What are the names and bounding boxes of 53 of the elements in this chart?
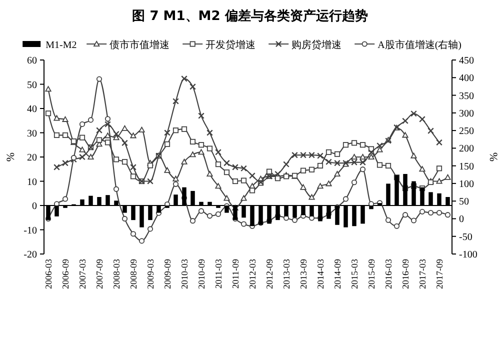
y-tick-label: 20 (27, 152, 37, 164)
x-tick-label: 2016-03 (383, 258, 394, 289)
x-tick-label: 2008-03 (111, 258, 122, 289)
y-tick-label: -20 (24, 250, 37, 260)
x-tick-label: 2014-09 (332, 258, 342, 289)
legend-label: 购房贷增速 (292, 39, 342, 51)
x-tick-label: 2011-03 (213, 258, 224, 289)
y2-tick-label: 300 (459, 108, 474, 120)
x-tick-label: 2015-09 (366, 258, 376, 289)
y2-tick-label: 150 (459, 161, 474, 172)
y-tick-label: 60 (27, 56, 37, 66)
x-tick-label: 2016-09 (400, 258, 410, 289)
x-tick-label: 2009-03 (145, 258, 156, 289)
x-tick-label: 2015-03 (349, 258, 360, 289)
x-tick-label: 2011-09 (230, 258, 240, 289)
y2-tick-label: -100 (459, 250, 478, 260)
x-tick-label: 2017-09 (434, 258, 444, 289)
y2-tick-label: 350 (459, 90, 474, 102)
x-tick-label: 2013-09 (298, 258, 308, 289)
x-tick-label: 2012-09 (264, 258, 274, 289)
y-tick-label: -10 (24, 225, 37, 236)
y2-tick-label: -50 (459, 232, 472, 243)
legend-label: A股市值增速(右轴) (378, 39, 462, 51)
y2-tick-label: 0 (459, 214, 464, 226)
x-tick-label: 2010-09 (196, 258, 206, 289)
y2-axis-title: % (487, 152, 499, 162)
y2-tick-label: 200 (459, 144, 474, 155)
y-axis-title: % (5, 152, 17, 162)
y-tick-label: 10 (27, 176, 37, 188)
x-tick-label: 2006-09 (60, 258, 70, 289)
legend-label: 开发贷增速 (206, 39, 256, 51)
y2-tick-label: 50 (459, 196, 469, 208)
x-tick-label: 2008-09 (128, 258, 138, 289)
chart-title: 图 7 M1、M2 偏差与各类资产运行趋势 (132, 8, 368, 24)
legend-label: 债市市值增速 (110, 39, 170, 51)
x-tick-label: 2007-03 (77, 258, 88, 289)
x-tick-label: 2006-03 (43, 258, 54, 289)
y-tick-label: 30 (27, 128, 37, 140)
y2-tick-label: 400 (459, 73, 474, 84)
y2-tick-label: 100 (459, 178, 474, 190)
x-tick-label: 2013-03 (281, 258, 292, 289)
y-tick-label: 40 (27, 104, 37, 115)
x-tick-label: 2007-09 (94, 258, 104, 289)
x-tick-label: 2009-09 (162, 258, 172, 289)
x-tick-label: 2012-03 (247, 258, 258, 289)
x-tick-label: 2017-03 (417, 258, 428, 289)
x-tick-label: 2010-03 (179, 258, 190, 289)
x-tick-label: 2014-03 (315, 258, 326, 289)
legend-label: M1-M2 (46, 40, 77, 51)
y-tick-label: 0 (32, 201, 37, 212)
y2-tick-label: 250 (459, 126, 474, 138)
y2-tick-label: 450 (459, 56, 474, 66)
y-tick-label: 50 (27, 80, 37, 91)
